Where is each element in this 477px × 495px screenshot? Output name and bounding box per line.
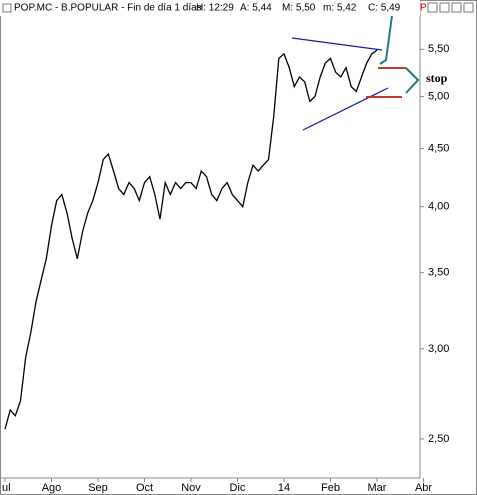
header-field: A: 5,44 — [240, 3, 272, 14]
y-tick-label: 3,00 — [428, 343, 449, 355]
arrow — [379, 7, 394, 65]
header-field: M: 5,50 — [282, 3, 316, 14]
y-tick-label: 4,50 — [428, 142, 449, 154]
x-tick-label: Oct — [136, 482, 153, 494]
x-tick-label: Feb — [321, 482, 340, 494]
y-tick-label: 5,00 — [428, 90, 449, 102]
trendline — [291, 37, 383, 51]
x-tick-label: Ago — [42, 482, 62, 494]
x-tick-label: 14 — [278, 482, 290, 494]
header-field: C: 5,49 — [368, 3, 401, 14]
x-tick-label: Dic — [230, 482, 246, 494]
header-flag: P — [420, 3, 427, 14]
y-tick-label: 3,50 — [428, 267, 449, 279]
arrow — [405, 67, 420, 94]
x-tick-label: Mar — [368, 482, 387, 494]
x-tick-label: Sep — [88, 482, 108, 494]
icon — [463, 2, 474, 13]
x-tick-label: Abr — [415, 482, 432, 494]
trendline — [302, 87, 389, 131]
icon — [439, 2, 450, 13]
icon — [427, 2, 438, 13]
header-bg — [0, 0, 420, 16]
x-tick-label: Nov — [181, 482, 201, 494]
y-tick-label: 5,50 — [428, 43, 449, 55]
icon — [451, 2, 462, 13]
annotation: stop — [426, 71, 448, 85]
icon — [2, 3, 12, 13]
price-line — [4, 49, 378, 430]
header-title: POP.MC - B.POPULAR - Fin de día 1 días — [14, 3, 202, 14]
header-field: H: 12:29 — [196, 3, 234, 14]
y-tick-label: 4,00 — [428, 201, 449, 213]
y-tick-label: 2,50 — [428, 433, 449, 445]
x-tick-label: ul — [2, 482, 11, 494]
header-field: m: 5,42 — [323, 3, 357, 14]
